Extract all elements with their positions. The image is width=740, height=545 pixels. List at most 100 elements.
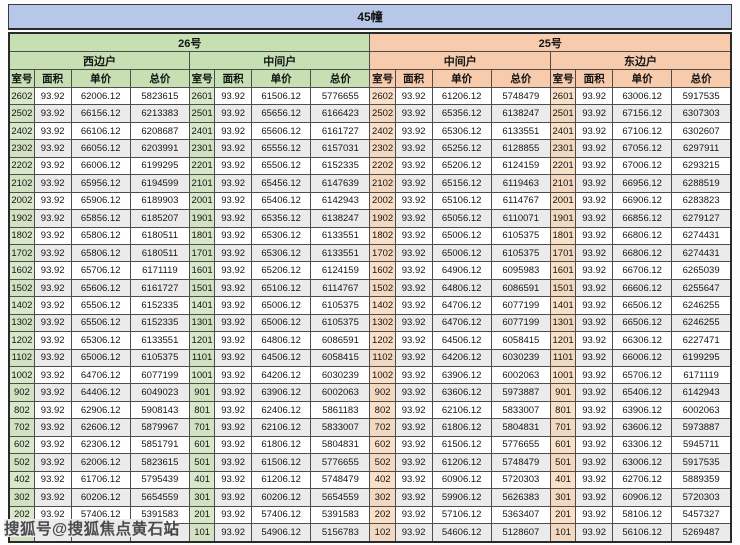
unit-price-cell: 58106.12 [612,505,673,524]
unit-price-cell: 66056.12 [70,139,131,158]
room-cell: 1402 [369,296,396,315]
col-unit-price-header: 单价 [251,69,312,88]
unit-price-cell: 64706.12 [70,365,131,385]
unit-price-cell: 61506.12 [431,435,492,455]
total-price-cell: 5823615 [129,86,190,106]
area-cell: 93.92 [214,435,253,455]
total-price-cell: 6142943 [671,383,732,402]
area-cell: 93.92 [575,383,614,402]
room-cell: 901 [549,383,577,402]
area-cell: 93.92 [214,139,253,158]
area-cell: 93.92 [33,296,72,315]
total-price-cell: 6213383 [129,104,190,123]
unit-price-cell: 65806.12 [70,226,131,245]
total-price-cell: 6152335 [129,313,190,333]
area-cell: 93.92 [214,365,253,385]
unit-price-cell: 65156.12 [431,174,492,193]
total-price-cell: 6189903 [129,191,190,211]
room-cell: 2401 [549,121,577,141]
price-row: 1302 93.92 65506.12 6152335 1301 93.92 65006.1… [8,313,732,333]
unit-price-cell: 63906.12 [612,400,673,420]
room-cell: 1602 [8,261,35,280]
area-cell: 93.92 [33,365,72,385]
room-cell: 301 [188,488,216,507]
price-row: 302 93.92 60206.12 5654559 301 93.92 60206.12 5… [8,488,732,507]
unit-price-cell: 65106.12 [251,278,312,298]
unit-price-cell: 65256.12 [431,139,492,158]
room-cell: 702 [8,418,35,437]
area-cell: 93.92 [33,139,72,158]
area-cell: 93.92 [214,418,253,437]
unit-price-cell: 66156.12 [70,104,131,123]
area-cell: 93.92 [394,365,433,385]
room-cell: 502 [369,453,396,472]
area-cell: 93.92 [214,86,253,106]
room-cell: 2501 [549,104,577,123]
room-cell: 2301 [549,139,577,158]
room-cell: 401 [549,470,577,490]
unit-price-cell: 65306.12 [70,331,131,350]
total-price-cell: 5203743 [129,522,190,543]
price-row: 2502 93.92 66156.12 6213383 2501 93.92 65656.1… [8,104,732,123]
unit-price-cell: 65306.12 [251,243,312,263]
room-cell: 501 [188,453,216,472]
area-cell: 93.92 [33,121,72,141]
room-cell: 2402 [8,121,35,141]
total-price-cell: 5748479 [490,453,551,472]
area-cell: 93.92 [394,400,433,420]
area-cell: 93.92 [575,365,614,385]
total-price-cell: 6124159 [310,261,371,280]
area-cell: 93.92 [575,418,614,437]
area-cell: 93.92 [33,243,72,263]
room-cell: 1201 [188,331,216,350]
unit-price-cell: 65606.12 [70,278,131,298]
unit-price-cell: 66506.12 [612,296,673,315]
total-price-cell: 5973887 [490,383,551,402]
price-row: 602 93.92 62306.12 5851791 601 93.92 61806.12 5… [8,435,732,455]
col-unit-price-header: 单价 [431,69,492,88]
col-room-header: 室号 [8,69,35,88]
area-cell: 93.92 [394,174,433,193]
section-26-header: 26号 [8,32,371,52]
total-price-cell: 5804831 [310,435,371,455]
area-cell: 93.92 [394,209,433,228]
total-price-cell: 6157031 [310,139,371,158]
total-price-cell: 6246255 [671,313,732,333]
total-price-cell: 5748479 [490,86,551,106]
area-cell: 93.92 [575,453,614,472]
room-cell: 1102 [369,348,396,368]
total-price-cell: 5795439 [129,470,190,490]
room-cell: 2101 [549,174,577,193]
total-price-cell: 5391583 [129,505,190,524]
room-cell: 2002 [8,191,35,211]
area-cell: 93.92 [33,435,72,455]
unit-price-cell: 65506.12 [70,313,131,333]
room-cell: 1601 [549,261,577,280]
total-price-cell: 6274431 [671,243,732,263]
unit-price-cell: 60206.12 [70,488,131,507]
area-cell: 93.92 [394,488,433,507]
area-cell: 93.92 [33,400,72,420]
total-price-cell: 6147639 [310,174,371,193]
unit-header-row: 西边户 中间户 中间户 东边户 [8,51,732,70]
unit-price-cell: 64806.12 [431,278,492,298]
price-row: 2102 93.92 65956.12 6194599 2101 93.92 65456.1… [8,174,732,193]
room-cell: 1602 [369,261,396,280]
room-cell: 602 [369,435,396,455]
area-cell: 93.92 [575,505,614,524]
total-price-cell: 6133551 [310,226,371,245]
total-price-cell: 5861183 [310,400,371,420]
unit-26-middle-header: 中间户 [188,51,371,70]
room-cell: 1202 [8,331,35,350]
unit-price-cell: 62106.12 [431,400,492,420]
area-cell: 93.92 [394,121,433,141]
unit-price-cell: 65006.12 [251,296,312,315]
total-price-cell: 6180511 [129,243,190,263]
total-price-cell: 6086591 [490,278,551,298]
unit-price-cell: 65106.12 [431,191,492,211]
total-price-cell: 5908143 [129,400,190,420]
total-price-cell: 5654559 [310,488,371,507]
unit-price-cell: 65806.12 [70,243,131,263]
unit-price-cell: 63906.12 [431,365,492,385]
